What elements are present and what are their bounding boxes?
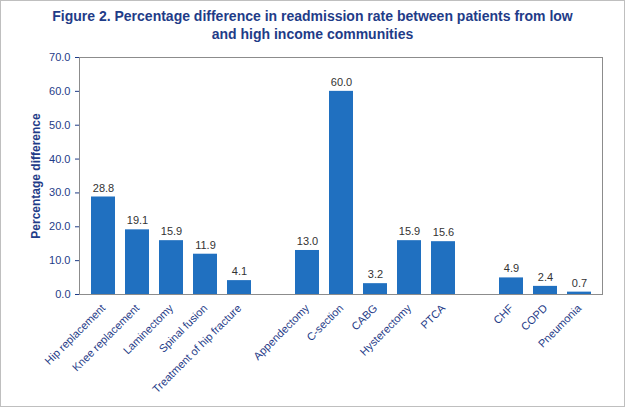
- svg-text:15.9: 15.9: [399, 225, 420, 237]
- svg-text:10.0: 10.0: [49, 254, 70, 266]
- svg-text:CHF: CHF: [491, 302, 516, 327]
- svg-text:4.9: 4.9: [504, 262, 519, 274]
- svg-text:20.0: 20.0: [49, 220, 70, 232]
- svg-text:Percentage difference: Percentage difference: [29, 113, 43, 239]
- svg-text:Appendectomy: Appendectomy: [251, 301, 312, 362]
- svg-text:Hysterectomy: Hysterectomy: [357, 301, 413, 357]
- svg-text:CABG: CABG: [349, 302, 380, 333]
- svg-text:Laminectomy: Laminectomy: [120, 301, 176, 357]
- svg-text:PTCA: PTCA: [418, 301, 448, 331]
- svg-text:4.1: 4.1: [232, 265, 247, 277]
- svg-text:Spinal fusion: Spinal fusion: [156, 301, 210, 355]
- svg-text:60.0: 60.0: [331, 76, 352, 88]
- svg-text:13.0: 13.0: [297, 235, 318, 247]
- svg-text:0.7: 0.7: [572, 277, 587, 289]
- svg-text:Hip replacement: Hip replacement: [42, 302, 107, 367]
- svg-text:19.1: 19.1: [127, 214, 148, 226]
- svg-text:0.0: 0.0: [55, 288, 70, 300]
- svg-text:Pneumonia: Pneumonia: [536, 301, 584, 349]
- svg-text:Treatment of hip fracture: Treatment of hip fracture: [150, 302, 243, 395]
- svg-text:30.0: 30.0: [49, 186, 70, 198]
- svg-text:C-section: C-section: [304, 302, 345, 343]
- svg-text:Knee replacement: Knee replacement: [69, 301, 142, 374]
- svg-text:COPD: COPD: [518, 302, 549, 333]
- svg-text:15.9: 15.9: [161, 225, 182, 237]
- svg-text:40.0: 40.0: [49, 153, 70, 165]
- svg-text:28.8: 28.8: [93, 182, 114, 194]
- svg-text:60.0: 60.0: [49, 85, 70, 97]
- svg-text:11.9: 11.9: [195, 239, 216, 251]
- svg-text:50.0: 50.0: [49, 119, 70, 131]
- html-text:Figure 2. Percentage differenc: Figure 2. Percentage difference in readm…: [52, 8, 573, 42]
- svg-text:2.4: 2.4: [538, 271, 553, 283]
- svg-text:3.2: 3.2: [368, 268, 383, 280]
- svg-text:70.0: 70.0: [49, 51, 70, 63]
- svg-text:15.6: 15.6: [433, 226, 454, 238]
